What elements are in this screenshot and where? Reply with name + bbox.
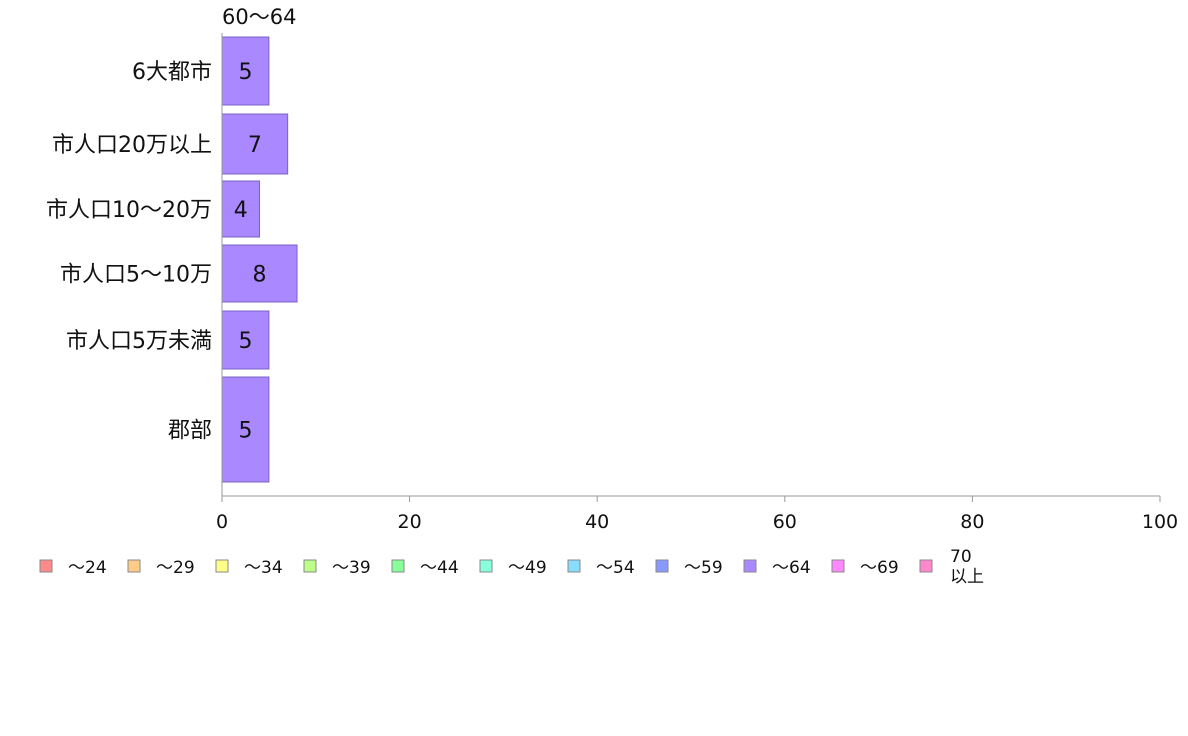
bar-value-label: 8: [253, 263, 267, 288]
legend-swatch: [39, 559, 53, 573]
legend-label: 〜64: [772, 558, 811, 578]
legend-label: 〜54: [596, 558, 635, 578]
legend-swatch: [127, 559, 141, 573]
legend-item: 〜59: [655, 558, 723, 578]
bar-value-label: 5: [238, 60, 252, 85]
x-tick-label: 40: [585, 511, 609, 533]
bar-value-label: 5: [238, 329, 252, 354]
legend-item: 〜29: [127, 558, 195, 578]
bar-segment: [221, 310, 270, 370]
legend-label: 〜49: [508, 558, 547, 578]
x-axis: 0 20 40 60 80 100: [216, 33, 1178, 533]
legend-label: 〜59: [684, 558, 723, 578]
bar-segment: [221, 180, 261, 238]
category-label: 市人口5〜10万: [60, 263, 212, 288]
x-tick-label: 20: [398, 511, 422, 533]
legend-label: 〜29: [156, 558, 195, 578]
legend-swatch: [391, 559, 405, 573]
legend-label: 70 以上: [950, 547, 984, 587]
legend-label: 〜44: [420, 558, 459, 578]
legend-swatch: [919, 559, 933, 573]
category-label: 郡部: [168, 419, 212, 444]
legend-label: 〜34: [244, 558, 283, 578]
category-label: 市人口10〜20万: [46, 198, 212, 223]
legend-item: 〜54: [567, 558, 635, 578]
legend-swatch: [479, 559, 493, 573]
legend-swatch: [743, 559, 757, 573]
series-header-label: 60〜64: [222, 5, 296, 29]
legend-item: 70 以上: [919, 547, 984, 587]
legend: 〜24 〜29 〜34 〜39 〜44 〜49 〜54 〜59 〜64 〜69 70 以上: [39, 547, 984, 587]
legend-item: 〜44: [391, 558, 459, 578]
legend-label: 〜39: [332, 558, 371, 578]
legend-item: 〜69: [831, 558, 899, 578]
legend-swatch: [215, 559, 229, 573]
x-tick-label: 60: [773, 511, 797, 533]
bar-value-label: 7: [248, 133, 262, 158]
bar-segment: [221, 36, 270, 106]
bar-segment: [221, 244, 298, 303]
legend-swatch: [831, 559, 845, 573]
legend-item: 〜49: [479, 558, 547, 578]
x-tick-label: 100: [1142, 511, 1178, 533]
bars: 5 7 4 8 5 5: [221, 36, 298, 483]
legend-item: 〜34: [215, 558, 283, 578]
legend-item: 〜24: [39, 558, 107, 578]
x-tick-label: 80: [960, 511, 984, 533]
legend-label: 〜69: [860, 558, 899, 578]
legend-item: 〜64: [743, 558, 811, 578]
x-tick-label: 0: [216, 511, 228, 533]
bar-value-label: 4: [234, 198, 248, 223]
legend-label: 〜24: [68, 558, 107, 578]
bar-segment: [221, 113, 289, 175]
bar-value-label: 5: [238, 419, 252, 444]
legend-swatch: [655, 559, 669, 573]
category-label: 市人口5万未満: [66, 329, 212, 354]
category-label: 市人口20万以上: [52, 133, 212, 158]
legend-item: 〜39: [303, 558, 371, 578]
legend-swatch: [567, 559, 581, 573]
category-label: 6大都市: [132, 60, 212, 85]
legend-swatch: [303, 559, 317, 573]
